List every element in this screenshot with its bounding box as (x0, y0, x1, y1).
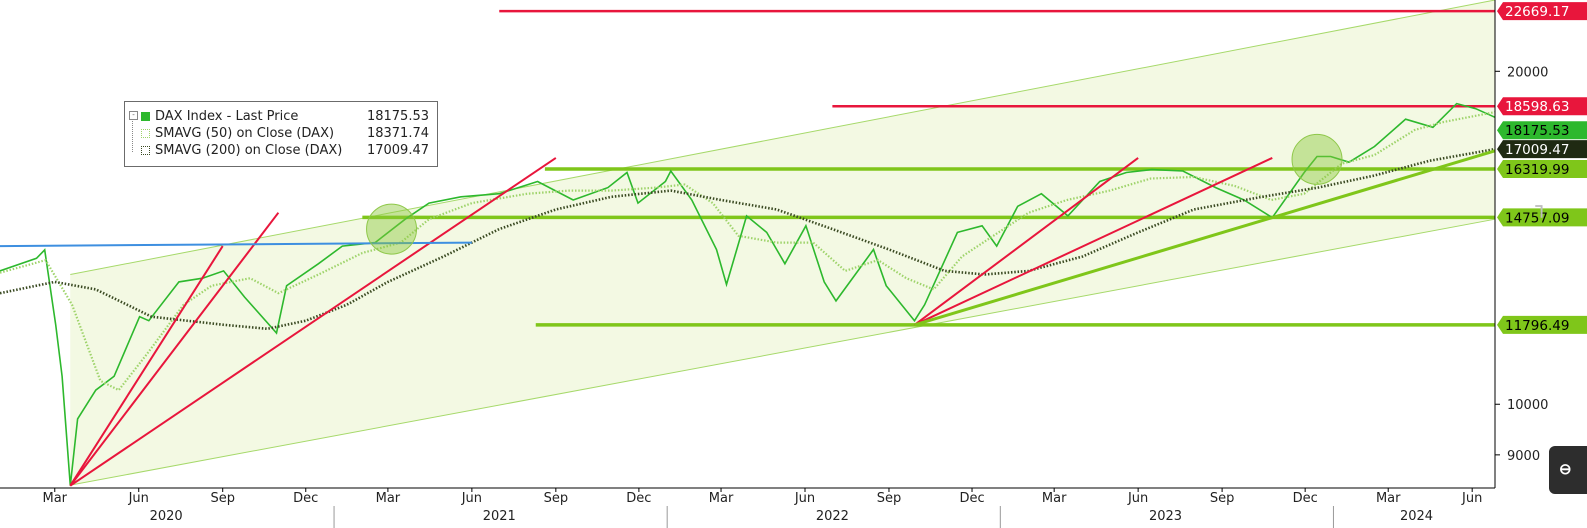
price-label-box (1497, 2, 1587, 21)
year-label: 2023 (1149, 509, 1182, 524)
x-tick-label: Jun (794, 491, 815, 506)
trend-line (69, 157, 557, 487)
x-tick-label: Jun (461, 491, 482, 506)
x-tick-label: Dec (293, 491, 318, 506)
channel-lower-edge (70, 218, 1496, 486)
legend[interactable]: - DAX Index - Last Price 18175.53 SMAVG … (124, 101, 438, 167)
trend-line (914, 157, 1273, 326)
legend-tree-line (132, 116, 134, 152)
series-line (0, 111, 1496, 392)
series-line (0, 147, 1496, 331)
year-label: 2020 (150, 509, 183, 524)
legend-label: SMAVG (200) on Close (DAX) (155, 143, 343, 158)
x-tick-label: Jun (1127, 491, 1148, 506)
x-tick-label: Jun (128, 491, 149, 506)
axes: 9000 10000 20000 Mar Jun Sep Dec Mar Jun Sep Dec Ma… (0, 0, 1548, 528)
y-tick-label: 9000 (1507, 449, 1540, 464)
trend-line (0, 241, 472, 248)
legend-item[interactable]: SMAVG (200) on Close (DAX) 17009.47 (131, 142, 429, 159)
price-label-box (1497, 159, 1587, 178)
price-label: 16319.99 (1505, 162, 1569, 178)
price-label: 11796.49 (1505, 318, 1569, 334)
x-tick-label: Mar (376, 491, 401, 506)
year-label: 2024 (1400, 509, 1433, 524)
y-tick-label: 20000 (1507, 65, 1548, 80)
price-label-box (1497, 121, 1587, 140)
x-tick-label: Mar (709, 491, 734, 506)
x-tick-label: Sep (1210, 491, 1235, 506)
price-label-box (1497, 315, 1587, 334)
x-tick-label: Dec (959, 491, 984, 506)
legend-label: SMAVG (50) on Close (DAX) (155, 126, 335, 141)
channel-fill (70, 0, 1495, 486)
legend-value: 18175.53 (366, 109, 429, 124)
x-tick-label: Mar (1042, 491, 1067, 506)
price-series (0, 102, 1496, 486)
legend-item[interactable]: DAX Index - Last Price 18175.53 (131, 108, 429, 125)
trend-line (914, 149, 1496, 327)
price-label: 22669.17 (1505, 4, 1569, 20)
chart-menu-icon[interactable]: ⊖ (1549, 446, 1587, 494)
year-label: 2022 (816, 509, 849, 524)
price-label-box (1497, 208, 1587, 227)
price-label: 18175.53 (1505, 123, 1569, 139)
legend-swatch (141, 146, 150, 155)
legend-swatch (141, 129, 150, 138)
x-tick-label: Sep (877, 491, 902, 506)
horizontal-levels (362, 9, 1495, 327)
highlight-circle (1291, 133, 1343, 185)
price-label: 14757.09 (1505, 210, 1569, 226)
x-tick-label: Mar (1376, 491, 1401, 506)
trend-channel (70, 0, 1496, 486)
x-tick-label: Dec (1293, 491, 1318, 506)
highlight-circles (366, 133, 1343, 255)
price-label: 18598.63 (1505, 99, 1569, 115)
price-label-box (1497, 140, 1587, 159)
price-labels: 22669.17 18598.63 18175.53 17009.47 16319.99… (1497, 2, 1587, 334)
x-tick-label: Mar (42, 491, 67, 506)
x-tick-label: Sep (210, 491, 235, 506)
y-tick-label: 10000 (1507, 398, 1548, 413)
legend-value: 18371.74 (366, 126, 429, 141)
x-tick-label: Jun (1461, 491, 1482, 506)
year-label: 2021 (483, 509, 516, 524)
price-label-box (1497, 97, 1587, 116)
trend-lines (0, 149, 1496, 487)
trend-line (913, 157, 1139, 326)
legend-value: 17009.47 (366, 143, 429, 158)
trend-line (69, 245, 224, 487)
trend-line (69, 212, 280, 487)
channel-upper-edge (70, 0, 1496, 276)
collapse-icon[interactable]: - (129, 111, 138, 120)
legend-item[interactable]: SMAVG (50) on Close (DAX) 18371.74 (131, 125, 429, 142)
highlight-circle (366, 203, 418, 255)
panel-handle-icon[interactable]: ⌐ (1527, 203, 1558, 220)
x-tick-label: Dec (626, 491, 651, 506)
legend-swatch (141, 112, 150, 121)
price-label: 17009.47 (1505, 142, 1569, 158)
legend-label: DAX Index - Last Price (155, 109, 299, 124)
x-tick-label: Sep (544, 491, 569, 506)
